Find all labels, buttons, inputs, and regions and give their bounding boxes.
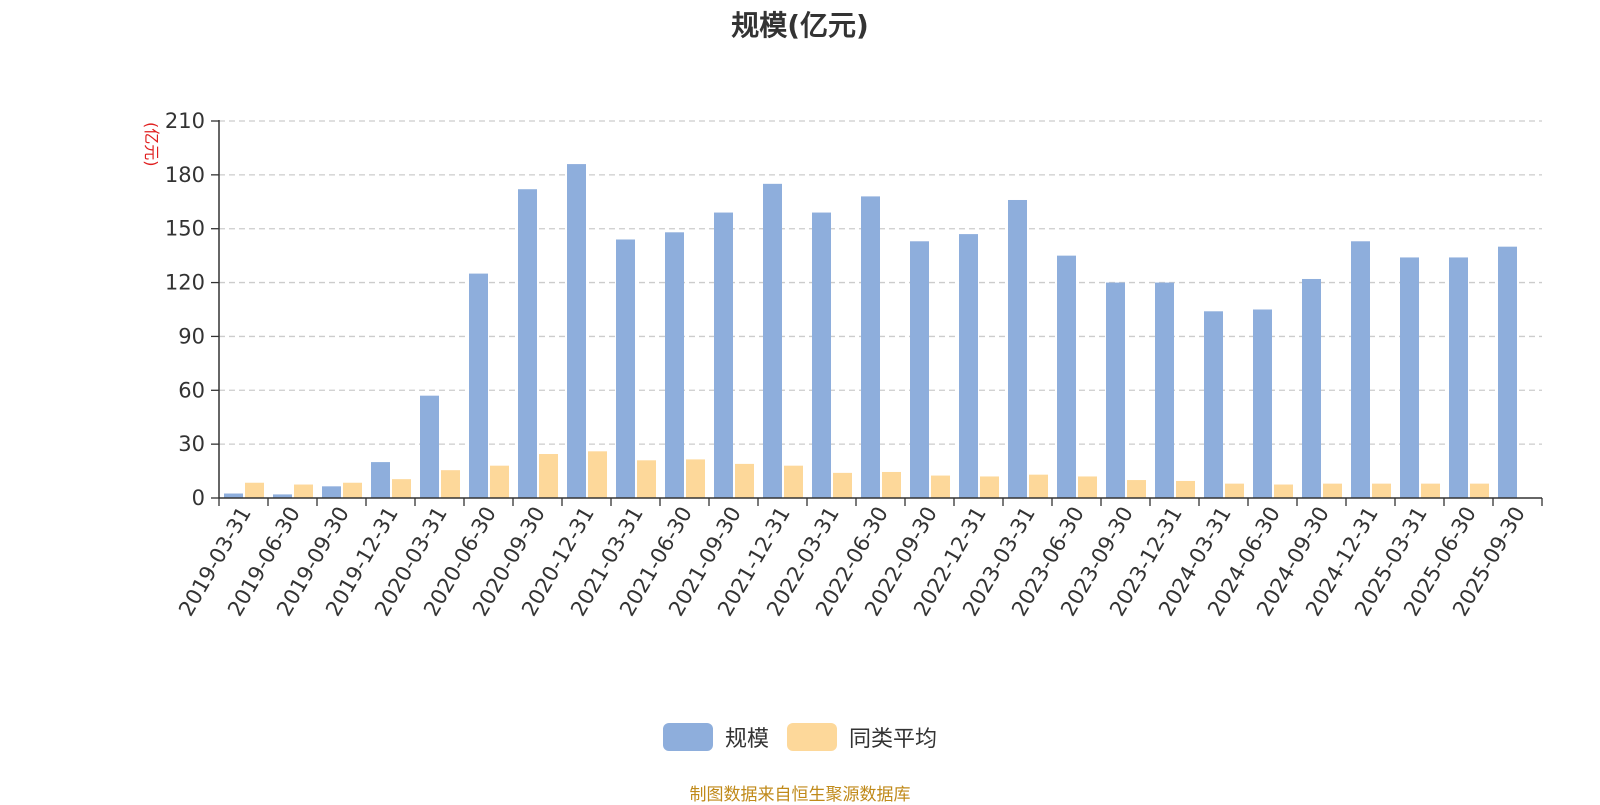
- bar-category-average: [980, 476, 999, 498]
- bar-scale: [469, 273, 488, 498]
- data-source-note: 制图数据来自恒生聚源数据库: [689, 785, 911, 805]
- legend-item-category-average[interactable]: 同类平均: [787, 721, 937, 753]
- y-tick-label: 210: [165, 109, 205, 133]
- bar-category-average: [833, 472, 852, 498]
- bar-scale: [861, 196, 880, 498]
- legend-label-category-average: 同类平均: [849, 727, 938, 752]
- y-tick-label: 120: [165, 271, 205, 295]
- bar-category-average: [637, 460, 656, 498]
- bar-scale: [616, 239, 635, 498]
- legend-swatch-category-average: [787, 723, 837, 751]
- bar-category-average: [1176, 480, 1195, 498]
- bar-scale: [665, 232, 684, 499]
- bar-scale: [714, 212, 733, 499]
- bar-scale: [1057, 255, 1076, 498]
- bar-category-average: [294, 484, 313, 498]
- y-axis-unit-label: (亿元): [142, 122, 161, 167]
- bar-scale: [1302, 278, 1321, 498]
- bar-category-average: [735, 463, 754, 498]
- y-tick-label: 0: [192, 486, 205, 510]
- bar-category-average: [1127, 480, 1146, 498]
- bar-category-average: [1225, 483, 1244, 498]
- bar-scale: [567, 164, 586, 499]
- y-tick-label: 30: [178, 432, 205, 456]
- bar-category-average: [1470, 483, 1489, 498]
- bar-scale: [322, 486, 341, 498]
- bar-category-average: [931, 475, 950, 498]
- bar-category-average: [1029, 474, 1048, 498]
- bar-scale: [959, 234, 978, 498]
- bar-category-average: [686, 459, 705, 498]
- bar-category-average: [392, 479, 411, 498]
- bar-category-average: [539, 454, 558, 498]
- bar-scale: [518, 189, 537, 498]
- bar-scale: [1498, 246, 1517, 498]
- bar-scale: [1204, 311, 1223, 498]
- bar-scale: [371, 462, 390, 498]
- legend-item-scale[interactable]: 规模: [662, 721, 769, 753]
- y-tick-label: 180: [165, 163, 205, 187]
- bar-category-average: [490, 465, 509, 498]
- bar-scale: [910, 241, 929, 498]
- y-tick-label: 150: [165, 217, 205, 241]
- bar-category-average: [1274, 484, 1293, 498]
- bar-category-average: [1323, 483, 1342, 498]
- y-tick-label: 90: [178, 324, 205, 348]
- legend: 规模 同类平均: [0, 721, 1600, 753]
- bar-scale: [1449, 257, 1468, 498]
- y-tick-label: 60: [178, 378, 205, 402]
- bar-category-average: [343, 482, 362, 498]
- bar-scale: [224, 493, 243, 498]
- bar-scale: [1106, 282, 1125, 498]
- bar-category-average: [1078, 476, 1097, 498]
- bar-scale: [1400, 257, 1419, 498]
- bar-category-average: [588, 451, 607, 498]
- bar-category-average: [1372, 483, 1391, 498]
- bar-scale: [1253, 309, 1272, 498]
- bar-scale: [1008, 199, 1027, 498]
- bar-scale: [420, 395, 439, 498]
- bar-category-average: [882, 471, 901, 498]
- bar-category-average: [784, 465, 803, 498]
- bar-scale: [1155, 282, 1174, 498]
- bar-category-average: [441, 470, 460, 498]
- chart-title: 规模(亿元): [731, 9, 869, 42]
- bar-category-average: [245, 482, 264, 498]
- bar-scale: [763, 183, 782, 499]
- legend-swatch-scale: [662, 723, 713, 751]
- bar-scale: [1351, 241, 1370, 498]
- bar-scale: [812, 212, 831, 499]
- bar-category-average: [1421, 483, 1440, 498]
- bar-scale: [273, 494, 292, 498]
- legend-label-scale: 规模: [724, 727, 769, 752]
